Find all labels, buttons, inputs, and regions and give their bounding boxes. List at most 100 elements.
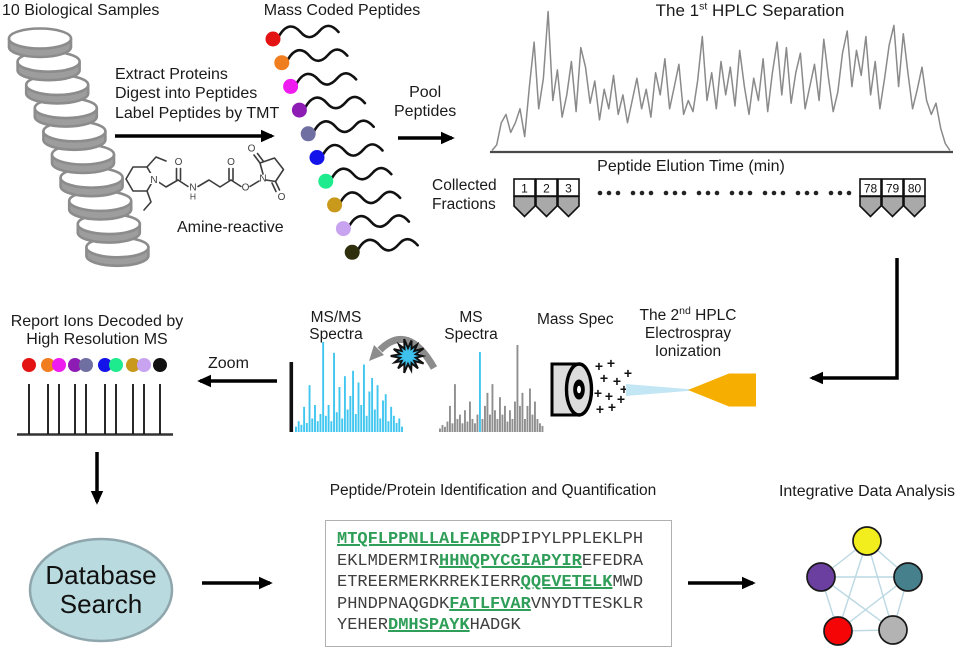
fragmentation-arrow — [369, 336, 438, 374]
petri-dish — [7, 27, 73, 59]
gap-dot — [813, 190, 819, 196]
peptide-tag — [265, 24, 340, 47]
fragmentation-starburst-icon — [390, 338, 427, 374]
tmt-tag-dot — [274, 55, 290, 71]
process-steps-label: Extract Proteins Digest into Peptides Labe… — [115, 66, 280, 122]
gap-dot — [606, 190, 612, 196]
methyl-bottom — [143, 190, 152, 211]
plus-ion-icon: + — [608, 399, 616, 415]
peptide-squiggle — [277, 24, 340, 39]
msms-peak — [338, 387, 341, 432]
gap-dot — [630, 190, 636, 196]
plus-ion-icon: + — [605, 388, 613, 404]
chain-4 — [230, 179, 242, 188]
gap-dot — [714, 190, 720, 196]
msms-peak — [308, 385, 311, 432]
ms-spectra-label: MS Spectra — [444, 309, 498, 343]
peptide-tag — [318, 166, 393, 189]
report-ion-dot — [109, 358, 123, 372]
ms-peak — [444, 426, 446, 432]
hplc1-title-sup: st — [699, 0, 708, 13]
mass-coded-title: Mass Coded Peptides — [263, 2, 421, 19]
gap-dot — [597, 190, 603, 196]
emitter-funnel — [688, 373, 756, 407]
ms-peak — [524, 418, 526, 432]
ms-peak — [499, 397, 501, 432]
mass-coded-peptides-graphic — [265, 24, 419, 260]
elution-axis-label: Peptide Elution Time (min) — [597, 158, 785, 175]
vial-number: 79 — [886, 182, 900, 196]
peptide-squiggle — [347, 214, 411, 229]
report-ion-dot — [153, 358, 167, 372]
msms-peak — [346, 409, 349, 432]
vial-body — [557, 195, 580, 218]
plus-ion-icon: + — [595, 358, 603, 374]
ms-peak — [496, 418, 499, 432]
tmt-tag-dot — [344, 244, 360, 260]
report-ion-dot — [137, 358, 151, 372]
inlet-orifice-center — [577, 385, 581, 394]
report-ion-dot — [52, 358, 66, 372]
peptide-tag — [274, 48, 349, 71]
gap-dot — [795, 190, 801, 196]
atom-n2: N — [189, 183, 196, 194]
ms-peak — [446, 421, 449, 432]
plus-ion-icon: + — [600, 370, 608, 386]
sequence-text: MWD — [612, 573, 644, 592]
msms-peak — [401, 426, 403, 432]
ms-peak — [501, 414, 504, 432]
sequence-line: YEHERDMHSPAYKHADGK — [337, 615, 643, 637]
msms-peak — [390, 406, 393, 432]
report-ion-spectrum — [17, 358, 173, 436]
peptide-squiggle — [356, 237, 419, 252]
gap-dot — [615, 190, 621, 196]
samples-title: 10 Biological Samples — [2, 2, 160, 19]
gap-dot — [747, 190, 753, 196]
msms-peak — [324, 415, 327, 432]
msms-peak — [341, 418, 344, 432]
tmt-tag-dot — [265, 31, 281, 47]
ms-peak — [479, 351, 481, 432]
msms-spectra-label: MS/MS Spectra — [309, 309, 363, 343]
ms-peak — [474, 423, 476, 432]
msms-peak — [330, 421, 333, 432]
hplc2-line3: Ionization — [654, 343, 722, 360]
msms-peak — [314, 405, 316, 432]
ms-spectrum — [439, 345, 544, 432]
mass-spec-inlet: + ++ ++ + ++ +++ — [550, 355, 632, 417]
ms-peak — [511, 418, 514, 432]
gap-dot — [681, 190, 687, 196]
vial-number: 78 — [864, 182, 878, 196]
msms-peak — [368, 391, 371, 432]
plus-ion-icon: + — [624, 365, 632, 381]
msms-peak — [384, 394, 387, 432]
tmt-tag-dot — [300, 126, 316, 142]
vial-number: 3 — [565, 182, 572, 196]
fraction-vial: 78 — [859, 178, 882, 218]
chain-5 — [249, 180, 260, 188]
peptide-tag — [335, 214, 411, 237]
msms-peak — [335, 412, 338, 432]
peptide-highlight: FATLFVAR — [449, 594, 531, 614]
vial-body — [881, 195, 904, 218]
curved-arrowhead — [369, 345, 384, 361]
atom-o3: O — [242, 183, 250, 194]
gap-dot — [672, 190, 678, 196]
amine-reactive-label: Amine-reactive — [177, 219, 284, 236]
sequence-text: DPIPYLPPLEKLPH — [500, 530, 644, 549]
hplc2-title: The 2nd HPLC Electrospray Ionization — [603, 306, 773, 361]
network-edge — [866, 540, 894, 631]
tmt-tag-dot — [309, 150, 325, 165]
sequence-text: EKLMDERMIR — [337, 551, 440, 571]
msms-peak — [365, 415, 368, 432]
chain-2 — [177, 179, 189, 188]
report-ion-dot — [68, 358, 82, 372]
gap-dot — [729, 190, 735, 196]
peptide-highlight: MTQFLPPNLLALFAPR — [337, 530, 501, 549]
ms-peak — [509, 410, 511, 432]
vial-body — [903, 195, 926, 218]
ms-peak — [471, 418, 474, 432]
ms-peak — [476, 414, 479, 432]
hplc1-title-pre: The 1 — [655, 1, 700, 20]
